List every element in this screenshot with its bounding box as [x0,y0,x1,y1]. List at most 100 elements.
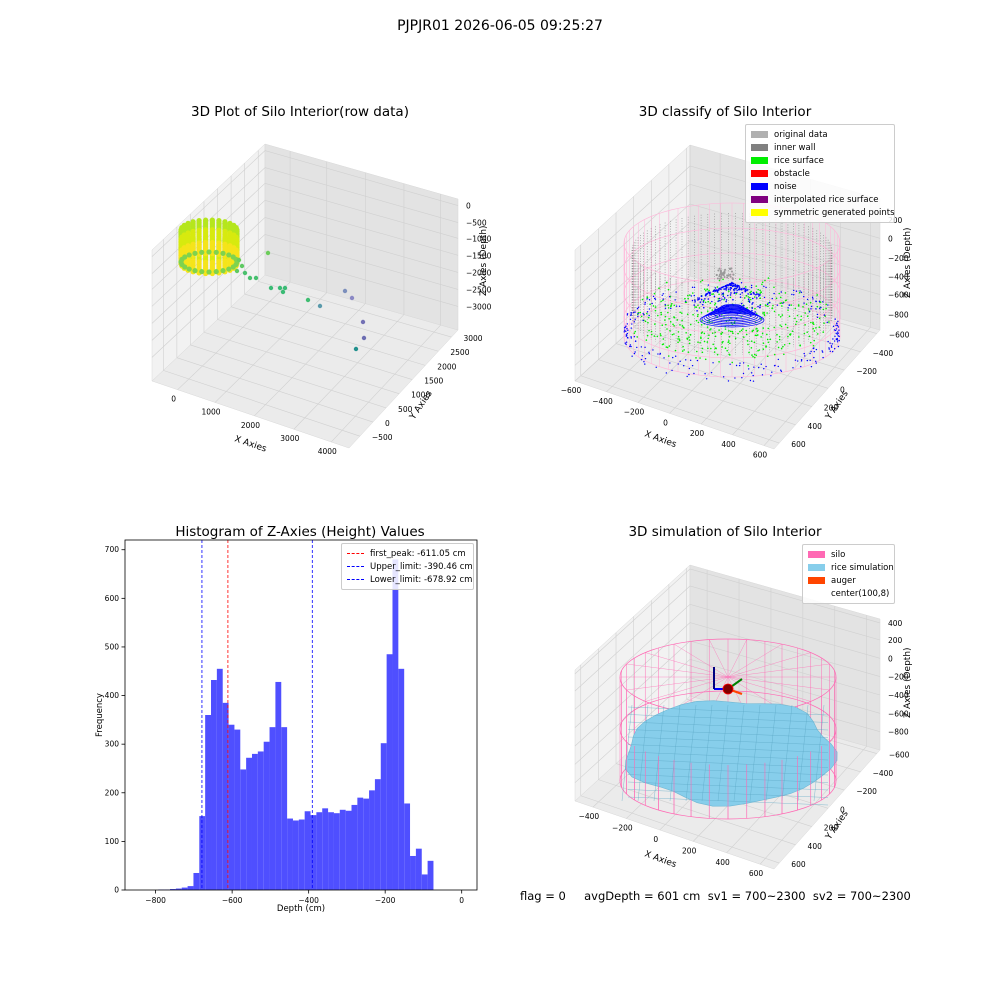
p2-noise-point [779,369,782,371]
p2-noise-point [627,337,629,339]
p2-noise-point [806,298,809,301]
p2-surface-point [713,303,716,306]
p2-noise-point [633,336,636,338]
p2-surface-point [729,342,731,345]
plot1-title: 3D Plot of Silo Interior(row data) [191,104,409,120]
p2-noise-point [827,304,829,306]
p2-surface-point [702,299,705,302]
p2-noise-point [688,367,691,370]
histogram-bar [257,751,264,890]
p2-noise-point [808,311,811,313]
p2-noise-funnel [713,307,751,317]
p4-rice-mesh [637,704,649,802]
p2-noise-point [633,311,635,314]
p2-surface-point [773,326,776,329]
p1-ygrid [231,306,426,366]
p2-surface-point [667,307,670,309]
p2-surface-point [703,332,706,335]
p2-noise-point [752,291,755,294]
p2-noise-point [630,337,632,339]
p2-surface-point [734,337,737,340]
histogram-bar [374,779,381,890]
p2-surface-point [718,360,720,363]
p2-surface-point [647,321,649,324]
p2-noise-point [836,323,838,325]
p2-surface-point [767,305,769,308]
p1-ztick-label: −1000 [466,234,492,243]
histogram-ytick-label: 100 [105,837,120,846]
p4-ztick-label: −800 [888,728,909,737]
p2-noise-point [707,284,709,286]
p4-ztick-label: −400 [888,691,909,700]
p2-original-point [727,274,730,277]
p2-noise-point [821,351,824,353]
p2-surface-point [752,355,754,358]
p2-noise-point [828,348,830,350]
p2-noise-point [748,301,751,303]
histogram-bar [398,668,405,890]
p2-noise-point [819,307,821,310]
p2-surface-point [744,286,747,288]
p2-surface-point [718,279,721,282]
p2-surface-point [660,313,663,316]
p2-surface-point [695,350,698,353]
p2-original-point [715,274,718,277]
histogram-bar [333,813,340,890]
p2-noise-point [836,324,839,327]
p2-noise-point [725,300,727,303]
p4-silo-spoke [673,643,729,678]
p2-noise-point [648,299,651,301]
histogram-ticks: −800 −600 −400 −200 0 0 100 200 300 400 500 600 700 [105,545,465,905]
p2-noise-point [665,372,668,374]
p2-noise-point [648,308,651,310]
p2-surface-point [812,322,814,325]
p2-noise-point [624,342,626,344]
p2-noise-point [838,335,840,338]
p2-surface-point [763,313,766,315]
p4-ytick-label: −200 [856,787,877,796]
p2-noise-point [835,332,837,335]
p2-surface-point [689,334,692,336]
p2-noise-point [637,315,639,318]
p1-ytick-label: 2000 [437,362,456,371]
p2-surface-point [816,333,819,335]
p2-surface-point [800,319,802,321]
p2-surface-point [658,287,660,289]
p2-noise-point [700,298,703,301]
p2-surface-point [750,340,753,342]
p2-noise-point [625,335,628,337]
p2-noise-point [668,295,671,298]
p2-noise-point [718,287,721,290]
p2-noise-point [788,304,790,307]
p1-point [182,254,188,260]
p2-surface-point [676,319,679,321]
p2-noise-point [776,304,779,306]
p2-noise-point [735,287,738,290]
plot2-legend-item: original data [751,128,889,141]
legend-label: inner wall [774,142,816,153]
p2-noise-point [704,373,706,375]
p2-surface-point [807,308,810,310]
p2-surface-point [753,341,756,344]
p2-noise-point [757,293,760,295]
p2-surface-point [707,300,710,303]
p2-surface-point [706,341,709,343]
histogram-bar [310,815,317,890]
p2-noise-point [829,342,831,344]
p1-xgrid [254,303,366,417]
p2-noise-point [711,300,713,303]
p2-surface-point [716,286,719,288]
p4-ztick-label: −600 [888,709,909,718]
p2-surface-point [688,294,691,296]
p2-surface-point [714,335,717,338]
p2-noise-point [734,283,737,286]
p2-surface-point [790,304,793,306]
p2-surface-point [706,288,708,290]
p2-noise-point [716,290,719,293]
p2-surface-point [755,354,758,357]
histogram-bars [158,559,434,890]
p2-noise-point [718,297,721,300]
histogram-legend-item: Upper_limit: -390.46 cm [347,560,473,573]
p2-noise-point [657,353,659,355]
p2-noise-point [830,346,833,348]
